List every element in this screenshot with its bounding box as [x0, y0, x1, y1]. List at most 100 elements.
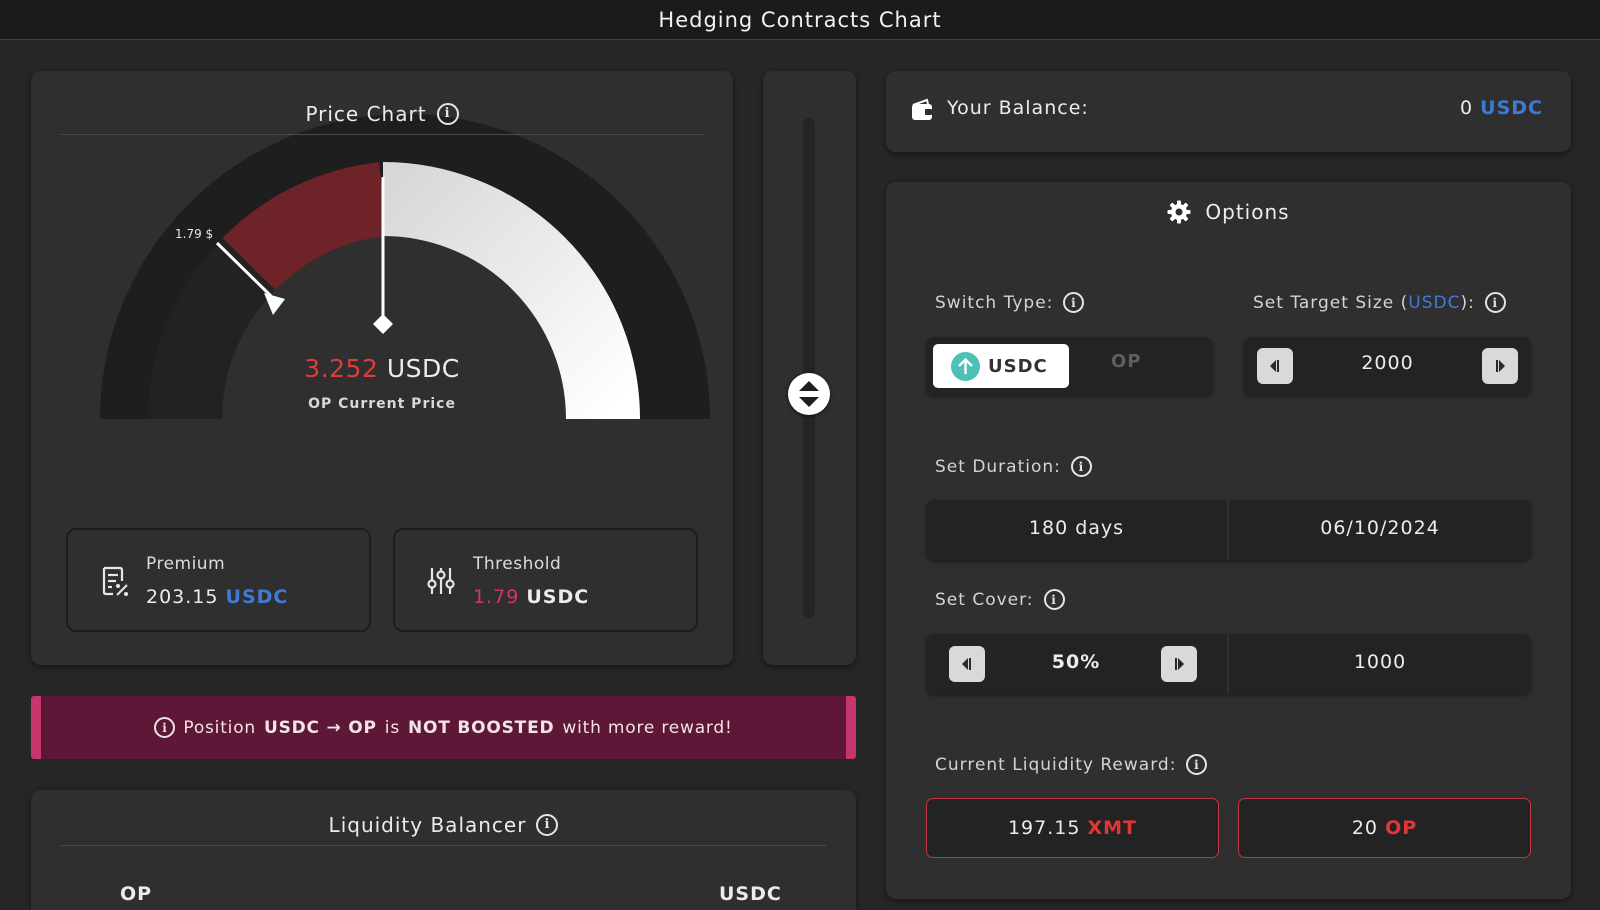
reward-op-unit: OP — [1385, 817, 1418, 839]
divider — [1227, 634, 1229, 694]
balance-label: Your Balance: — [947, 97, 1089, 119]
duration-label-row: Set Duration: i — [935, 456, 1092, 477]
triangle-left-icon — [962, 658, 971, 670]
reward-label-row: Current Liquidity Reward: i — [935, 754, 1208, 775]
options-card: Options Switch Type: i USDC OP Set Targe… — [886, 182, 1571, 899]
info-icon: i — [154, 717, 176, 738]
price-gauge — [100, 114, 710, 420]
info-icon[interactable]: i — [1063, 292, 1085, 313]
current-price-caption: OP Current Price — [308, 396, 456, 412]
triangle-right-icon — [1496, 360, 1505, 372]
gauge-white-segment — [382, 162, 640, 420]
switch-type-label-row: Switch Type: i — [935, 292, 1085, 313]
cover-percent[interactable]: 50% — [1051, 651, 1101, 673]
switch-type-label: Switch Type: — [935, 292, 1054, 313]
slider-track[interactable] — [803, 118, 815, 618]
price-chart-card: Price Chart i 1.79 $ 3.252 USDC OP Curre… — [31, 71, 733, 665]
current-price-readout: 3.252 USDC — [31, 354, 733, 383]
notice-middle: is — [384, 717, 400, 738]
threshold-needle-tip — [264, 293, 285, 315]
info-icon[interactable]: i — [436, 102, 459, 125]
wallet-icon — [912, 98, 932, 120]
cover-label-row: Set Cover: i — [935, 589, 1065, 610]
arrow-up-icon — [951, 351, 980, 381]
premium-label: Premium — [146, 554, 226, 574]
threshold-needle — [215, 241, 273, 298]
info-icon[interactable]: i — [1043, 589, 1065, 610]
duration-date[interactable]: 06/10/2024 — [1320, 517, 1440, 539]
gear-icon — [1167, 200, 1191, 224]
liquidity-left-token: OP — [120, 883, 153, 905]
boost-notice-banner: i Position USDC → OP is NOT BOOSTED with… — [31, 696, 856, 759]
info-icon[interactable]: i — [536, 813, 559, 836]
target-size-value[interactable]: 2000 — [1361, 352, 1414, 374]
liquidity-balancer-header: Liquidity Balancer i — [61, 804, 826, 846]
gauge-base-segment — [148, 237, 276, 420]
notice-pair: USDC → OP — [263, 717, 377, 738]
receipt-percent-icon — [102, 566, 128, 596]
duration-label: Set Duration: — [935, 456, 1061, 477]
options-header: Options — [886, 200, 1571, 224]
vertical-slider-card — [763, 71, 856, 665]
balance-value-row: 0 USDC — [1460, 97, 1543, 119]
premium-value: 203.15 — [146, 586, 219, 608]
premium-value-row: 203.15 USDC — [146, 586, 288, 608]
gauge-red-segment — [222, 162, 388, 291]
duration-days[interactable]: 180 days — [1028, 517, 1125, 539]
switch-type-selected-label: USDC — [988, 355, 1048, 377]
decrement-button[interactable] — [1257, 348, 1293, 384]
top-bar: Hedging Contracts Chart — [0, 0, 1600, 40]
triangle-right-icon — [1175, 658, 1184, 670]
cover-amount[interactable]: 1000 — [1353, 651, 1407, 673]
up-down-arrows-icon — [799, 381, 819, 407]
notice-suffix: with more reward! — [562, 717, 733, 738]
switch-type-usdc-option[interactable]: USDC — [933, 344, 1069, 388]
premium-box: Premium 203.15 USDC — [66, 528, 371, 632]
info-icon[interactable]: i — [1484, 292, 1506, 313]
balance-card: Your Balance: 0 USDC — [886, 71, 1571, 152]
reward-xmt-value: 197.15 — [1007, 817, 1081, 839]
switch-type-op-option[interactable]: OP — [1111, 351, 1142, 372]
increment-button[interactable] — [1482, 348, 1518, 384]
reward-op-box: 20 OP — [1238, 798, 1531, 858]
reward-xmt-box: 197.15 XMT — [926, 798, 1219, 858]
notice-status: NOT BOOSTED — [407, 717, 555, 738]
threshold-value: 1.79 — [473, 586, 520, 608]
price-chart-header: Price Chart i — [61, 93, 703, 135]
current-price-needle-tip — [373, 314, 393, 334]
current-price-value: 3.252 — [304, 354, 379, 383]
threshold-label: Threshold — [473, 554, 562, 574]
liquidity-balancer-card: Liquidity Balancer i OP USDC — [31, 790, 856, 910]
sliders-icon — [427, 568, 455, 594]
gauge-outline — [100, 114, 710, 420]
balance-unit: USDC — [1480, 97, 1543, 119]
reward-op-value: 20 — [1351, 817, 1379, 839]
info-icon[interactable]: i — [1186, 754, 1208, 775]
page-title: Hedging Contracts Chart — [658, 7, 942, 32]
reward-label: Current Liquidity Reward: — [935, 754, 1177, 775]
target-size-stepper: 2000 — [1244, 337, 1531, 395]
threshold-marker-label: 1.79 $ — [175, 227, 214, 241]
target-size-label: Set Target Size (USDC): — [1253, 292, 1475, 313]
info-icon[interactable]: i — [1070, 456, 1092, 477]
cover-label: Set Cover: — [935, 589, 1034, 610]
slider-handle[interactable] — [788, 373, 830, 415]
options-title: Options — [1205, 200, 1290, 224]
threshold-box: Threshold 1.79 USDC — [393, 528, 698, 632]
increment-button[interactable] — [1161, 646, 1197, 682]
decrement-button[interactable] — [949, 646, 985, 682]
threshold-unit: USDC — [526, 586, 590, 608]
liquidity-right-token: USDC — [719, 883, 782, 905]
liquidity-balancer-title: Liquidity Balancer — [328, 812, 527, 837]
notice-prefix: Position — [183, 717, 256, 738]
current-price-unit: USDC — [386, 354, 460, 383]
reward-xmt-unit: XMT — [1087, 817, 1138, 839]
price-chart-title: Price Chart — [305, 101, 427, 126]
divider — [1227, 500, 1229, 560]
balance-amount: 0 — [1460, 97, 1474, 119]
duration-panel: 180 days 06/10/2024 — [926, 500, 1531, 560]
switch-type-toggle: USDC OP — [926, 337, 1213, 395]
threshold-value-row: 1.79 USDC — [473, 586, 589, 608]
triangle-left-icon — [1270, 360, 1279, 372]
target-size-label-row: Set Target Size (USDC): i — [1253, 292, 1506, 313]
